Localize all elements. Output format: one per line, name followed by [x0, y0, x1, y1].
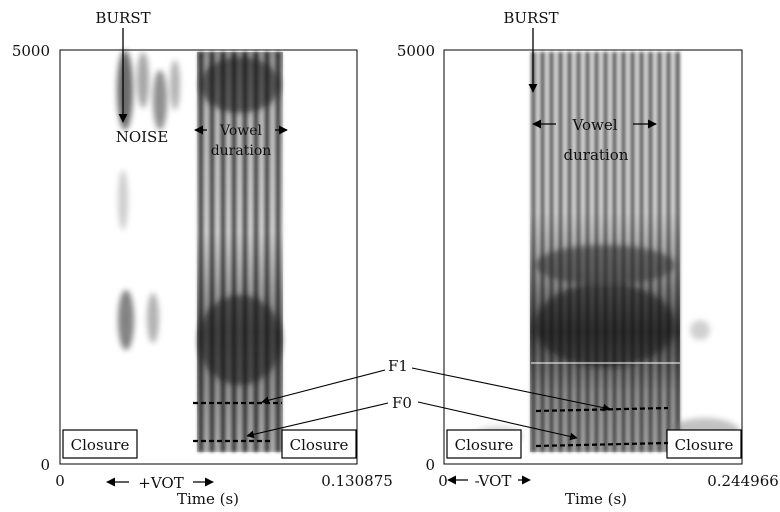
- right-closure-right-label: Closure: [675, 436, 734, 454]
- f1-label: F1: [388, 357, 408, 375]
- left-closure-right-label: Closure: [290, 436, 349, 454]
- left-vot-label: +VOT: [138, 474, 183, 492]
- left-x-max-label: 0.130875: [321, 472, 393, 490]
- right-spectrogram-panel: Closure Closure BURST Vowel duration 500…: [397, 9, 779, 508]
- left-duration-label: duration: [211, 143, 272, 159]
- f0-arrow-right: [417, 401, 578, 441]
- right-y-min-label: 0: [425, 456, 435, 474]
- left-burst-label: BURST: [95, 9, 150, 27]
- right-closure-left-label: Closure: [455, 436, 514, 454]
- right-x-axis-title: Time (s): [565, 490, 627, 508]
- right-f1-dashed-line: [535, 406, 669, 413]
- right-vot-label: -VOT: [475, 472, 512, 490]
- right-closure-box-left: Closure: [446, 429, 522, 459]
- f1-arrow-right: [411, 367, 611, 412]
- left-noise-label: NOISE: [116, 128, 169, 146]
- right-burst-label: BURST: [503, 9, 558, 27]
- right-spectrogram-image: [473, 52, 740, 452]
- left-x-min-label: 0: [55, 472, 65, 490]
- left-x-axis-title: Time (s): [177, 490, 239, 508]
- left-closure-box-left: Closure: [62, 429, 138, 459]
- right-y-max-label: 5000: [397, 42, 435, 60]
- f1-arrow-left: [261, 369, 386, 404]
- f0-label: F0: [392, 394, 412, 412]
- left-spectrogram-image: [117, 50, 283, 452]
- right-closure-box-right: Closure: [666, 429, 742, 459]
- right-f0-dashed-line: [535, 441, 669, 448]
- left-closure-box-right: Closure: [281, 429, 357, 459]
- right-vowel-label: Vowel: [572, 116, 618, 134]
- right-x-min-label: 0: [438, 472, 448, 490]
- left-closure-left-label: Closure: [71, 436, 130, 454]
- right-duration-label: duration: [564, 146, 629, 164]
- f0-arrow-left: [246, 402, 389, 439]
- left-y-min-label: 0: [40, 456, 50, 474]
- formant-callouts: F1 F0: [246, 357, 611, 441]
- right-x-max-label: 0.244966: [707, 472, 779, 490]
- left-vowel-label: Vowel: [219, 123, 263, 139]
- left-y-max-label: 5000: [12, 42, 50, 60]
- left-spectrogram-panel: Closure Closure BURST NOISE Vowel durati…: [12, 9, 393, 508]
